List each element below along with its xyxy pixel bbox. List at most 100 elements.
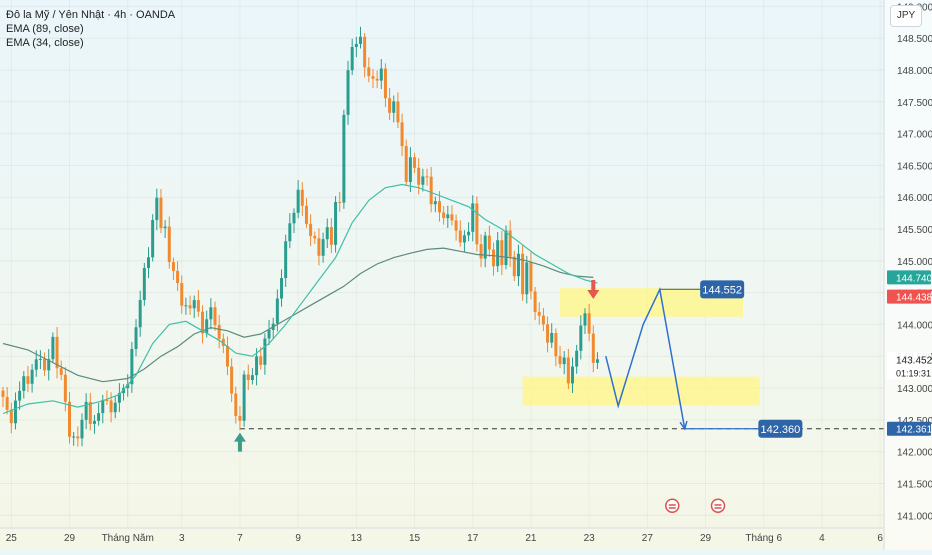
candle-up[interactable] xyxy=(97,413,101,421)
candle-up[interactable] xyxy=(280,278,284,299)
candle-down[interactable] xyxy=(413,157,417,168)
candle-up[interactable] xyxy=(155,197,159,221)
candle-up[interactable] xyxy=(255,356,259,376)
candle-up[interactable] xyxy=(117,393,121,403)
candle-up[interactable] xyxy=(408,157,412,182)
candle-up[interactable] xyxy=(583,313,587,326)
candle-down[interactable] xyxy=(88,401,92,424)
candle-up[interactable] xyxy=(80,419,84,439)
candle-up[interactable] xyxy=(350,46,354,71)
candle-up[interactable] xyxy=(562,357,566,365)
candle-down[interactable] xyxy=(417,167,421,185)
candle-down[interactable] xyxy=(159,197,163,229)
candle-down[interactable] xyxy=(225,345,229,367)
candle-down[interactable] xyxy=(217,325,221,339)
candle-up[interactable] xyxy=(101,399,105,414)
candle-up[interactable] xyxy=(296,189,300,213)
candle-down[interactable] xyxy=(367,67,371,77)
candle-up[interactable] xyxy=(209,307,213,320)
candle-down[interactable] xyxy=(167,226,171,263)
candle-down[interactable] xyxy=(375,78,379,81)
candle-up[interactable] xyxy=(130,349,134,385)
candle-down[interactable] xyxy=(546,324,550,343)
candle-down[interactable] xyxy=(105,399,109,401)
ema34-line[interactable] xyxy=(2,183,598,415)
candle-up[interactable] xyxy=(575,350,579,367)
candle-down[interactable] xyxy=(404,146,408,182)
ema89-line[interactable] xyxy=(2,247,594,383)
candle-up[interactable] xyxy=(34,359,38,370)
candle-up[interactable] xyxy=(184,305,188,307)
candle-down[interactable] xyxy=(492,249,496,267)
candle-up[interactable] xyxy=(346,70,350,115)
candle-up[interactable] xyxy=(22,376,26,391)
resistance-label-badge[interactable] xyxy=(700,280,745,299)
candle-up[interactable] xyxy=(47,359,51,371)
candle-up[interactable] xyxy=(321,239,325,256)
candle-up[interactable] xyxy=(13,400,17,424)
candle-down[interactable] xyxy=(26,376,30,384)
candle-up[interactable] xyxy=(142,268,146,301)
candle-up[interactable] xyxy=(242,374,246,421)
candle-up[interactable] xyxy=(359,36,363,44)
candle-down[interactable] xyxy=(566,357,570,384)
candle-up[interactable] xyxy=(284,241,288,279)
candle-down[interactable] xyxy=(43,358,47,371)
candle-down[interactable] xyxy=(176,270,180,284)
candle-down[interactable] xyxy=(171,262,175,271)
candle-up[interactable] xyxy=(496,240,500,267)
candle-down[interactable] xyxy=(300,189,304,206)
candle-up[interactable] xyxy=(18,390,22,401)
candle-up[interactable] xyxy=(92,420,96,424)
candle-up[interactable] xyxy=(550,332,554,343)
candle-up[interactable] xyxy=(250,375,254,380)
candle-down[interactable] xyxy=(246,374,250,380)
candle-down[interactable] xyxy=(554,332,558,357)
candle-down[interactable] xyxy=(487,235,491,250)
candle-up[interactable] xyxy=(571,366,575,384)
candle-down[interactable] xyxy=(180,283,184,306)
candle-up[interactable] xyxy=(138,300,142,328)
candle-down[interactable] xyxy=(388,98,392,113)
candle-up[interactable] xyxy=(288,223,292,242)
candle-up[interactable] xyxy=(30,369,34,384)
candle-down[interactable] xyxy=(558,356,562,365)
candle-up[interactable] xyxy=(354,43,358,47)
up-arrow[interactable] xyxy=(233,432,246,452)
target-label-badge[interactable] xyxy=(758,419,803,438)
candle-down[interactable] xyxy=(259,356,263,365)
candle-up[interactable] xyxy=(342,114,346,203)
candle-up[interactable] xyxy=(72,436,76,438)
candle-down[interactable] xyxy=(329,227,333,245)
candle-down[interactable] xyxy=(5,396,9,410)
candle-up[interactable] xyxy=(379,68,383,81)
candle-down[interactable] xyxy=(109,400,113,413)
candle-down[interactable] xyxy=(230,366,234,394)
candle-down[interactable] xyxy=(213,307,217,326)
candle-up[interactable] xyxy=(334,202,338,245)
candle-up[interactable] xyxy=(292,212,296,224)
candle-down[interactable] xyxy=(541,315,545,325)
candle-up[interactable] xyxy=(595,359,599,363)
candle-up[interactable] xyxy=(525,262,529,295)
candle-down[interactable] xyxy=(1,390,5,397)
candle-up[interactable] xyxy=(275,298,279,324)
candle-up[interactable] xyxy=(263,338,267,365)
candle-down[interactable] xyxy=(55,336,59,369)
candle-down[interactable] xyxy=(383,68,387,99)
candle-down[interactable] xyxy=(304,205,308,224)
candle-up[interactable] xyxy=(516,253,520,277)
candle-down[interactable] xyxy=(196,300,200,312)
candle-down[interactable] xyxy=(450,214,454,221)
candle-down[interactable] xyxy=(188,305,192,309)
candle-up[interactable] xyxy=(84,401,88,420)
candle-down[interactable] xyxy=(479,244,483,259)
candle-down[interactable] xyxy=(437,201,441,213)
candle-up[interactable] xyxy=(421,176,425,185)
candle-up[interactable] xyxy=(446,214,450,219)
candle-down[interactable] xyxy=(500,240,504,266)
candle-down[interactable] xyxy=(458,230,462,243)
candle-up[interactable] xyxy=(433,201,437,205)
support-zone[interactable] xyxy=(522,376,760,406)
